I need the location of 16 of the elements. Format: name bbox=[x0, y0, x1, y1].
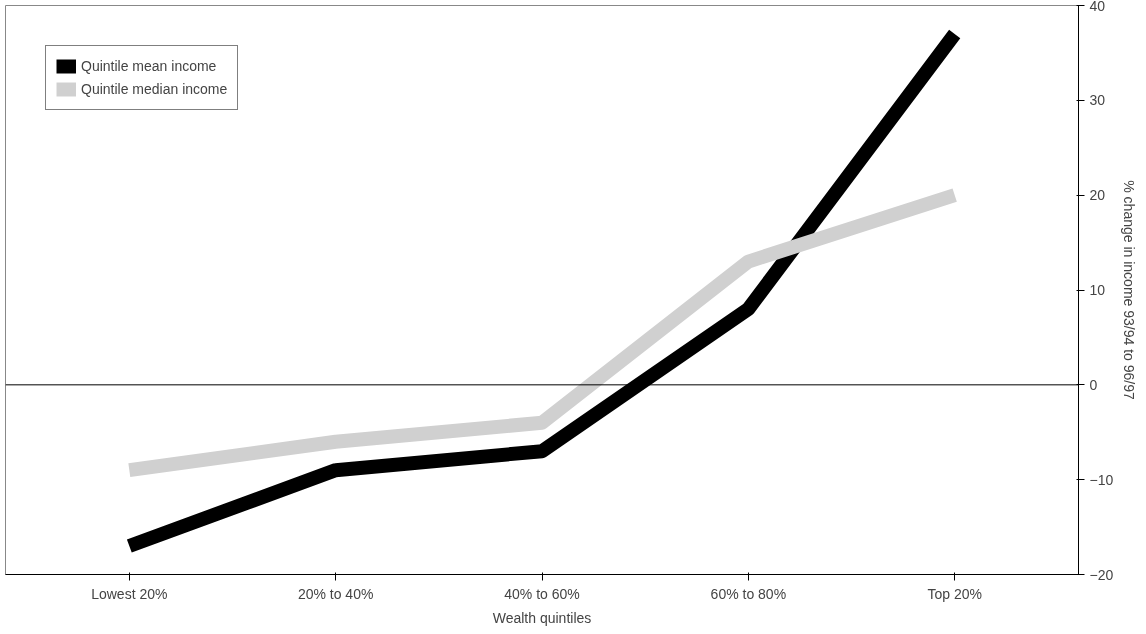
y-tick-label: 40 bbox=[1089, 0, 1106, 14]
y-tick-label: −10 bbox=[1089, 471, 1114, 488]
y-tick-label: 30 bbox=[1089, 92, 1106, 109]
x-tick-label: Top 20% bbox=[927, 585, 982, 602]
x-tick-label: 20% to 40% bbox=[297, 585, 374, 602]
x-tick-label: 40% to 60% bbox=[504, 585, 580, 602]
y-tick-label: 10 bbox=[1089, 282, 1106, 298]
y-tick-label: 20 bbox=[1089, 187, 1106, 204]
legend-label: Quintile median income bbox=[81, 81, 228, 97]
y-tick-label: −20 bbox=[1089, 566, 1114, 583]
y-axis-title: % change in income 93/94 to 96/97 bbox=[1121, 180, 1138, 400]
y-tick-label: 0 bbox=[1089, 376, 1098, 393]
x-tick-label: 60% to 80% bbox=[710, 585, 787, 602]
legend-label: Quintile mean income bbox=[81, 58, 217, 74]
x-tick-label: Lowest 20% bbox=[91, 585, 168, 602]
x-axis-title: Wealth quintiles bbox=[492, 609, 592, 626]
